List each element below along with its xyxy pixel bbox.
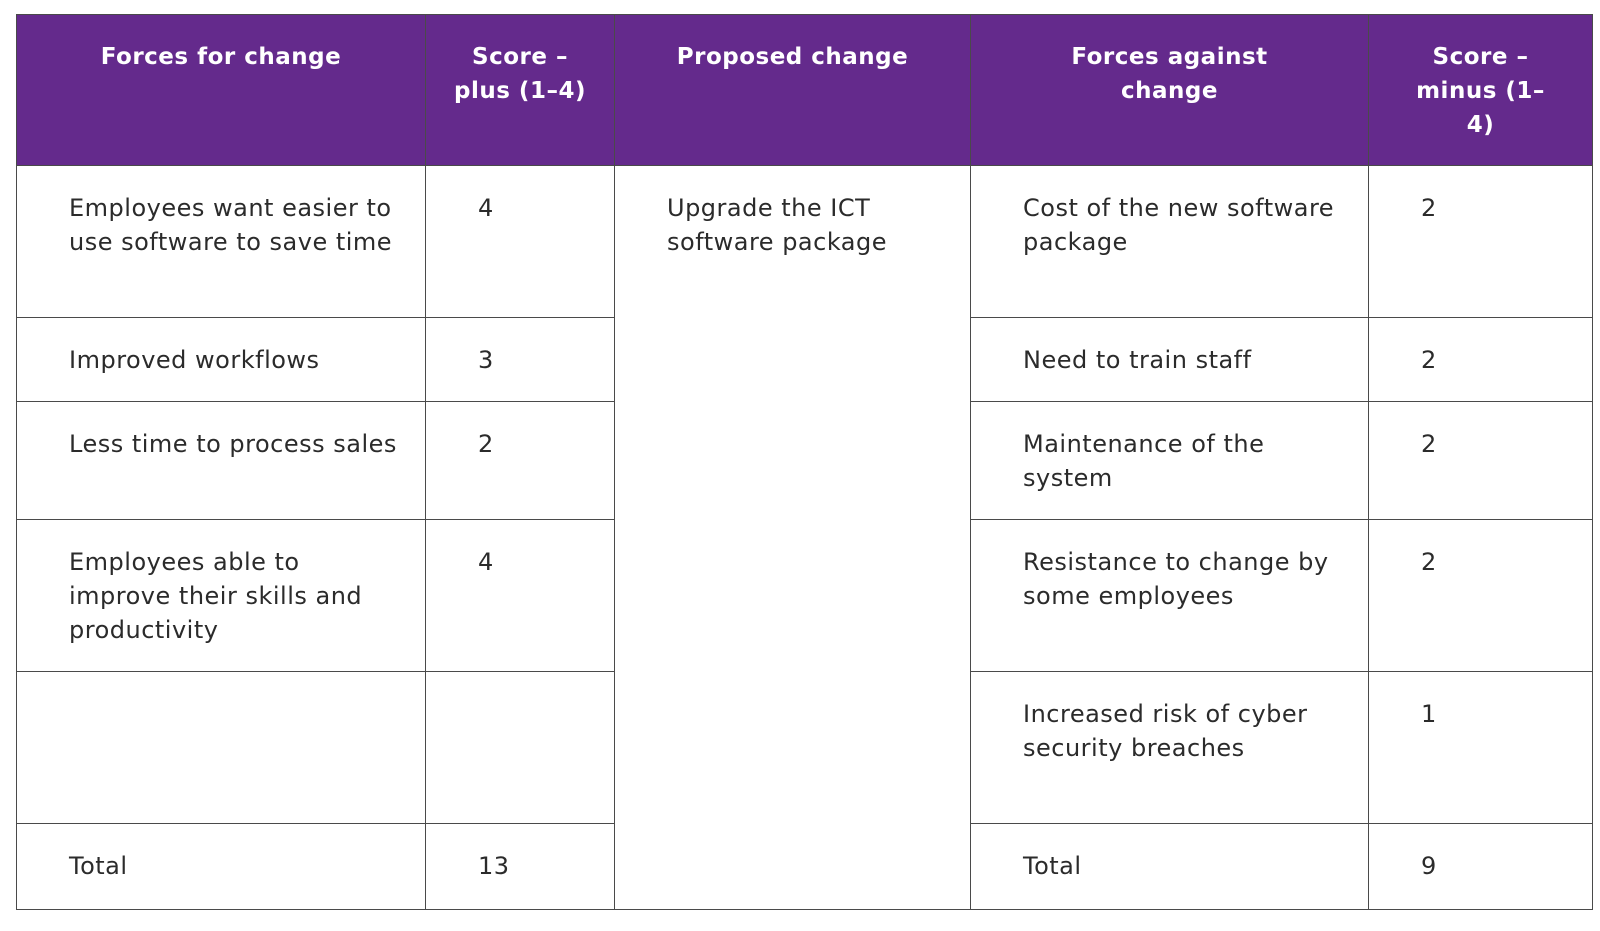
force-for-cell: Employees able to improve their skills a… (16, 519, 426, 672)
header-proposed-change: Proposed change (614, 14, 971, 166)
force-against-cell: Resistance to change by some employees (970, 519, 1369, 672)
force-against-cell: Need to train staff (970, 317, 1369, 402)
score-plus-cell: 2 (425, 401, 615, 520)
force-for-cell: Improved workflows (16, 317, 426, 402)
score-minus-cell: 2 (1368, 317, 1593, 402)
header-score-minus: Score – minus (1–4) (1368, 14, 1593, 166)
force-for-cell: Less time to process sales (16, 401, 426, 520)
total-minus-value: 9 (1368, 823, 1593, 910)
total-for-label: Total (16, 823, 426, 910)
force-against-cell: Cost of the new software package (970, 165, 1369, 318)
header-score-plus: Score – plus (1–4) (425, 14, 615, 166)
score-plus-cell: 3 (425, 317, 615, 402)
score-minus-cell: 2 (1368, 519, 1593, 672)
score-plus-cell: 4 (425, 519, 615, 672)
total-against-label: Total (970, 823, 1369, 910)
force-against-cell: Increased risk of cyber security breache… (970, 671, 1369, 824)
total-row: Total 13 Total 9 (16, 823, 1593, 910)
score-minus-cell: 1 (1368, 671, 1593, 824)
total-plus-value: 13 (425, 823, 615, 910)
score-minus-cell: 2 (1368, 165, 1593, 318)
score-minus-cell: 2 (1368, 401, 1593, 520)
force-field-analysis-table: Forces for change Score – plus (1–4) Pro… (16, 14, 1593, 910)
header-row: Forces for change Score – plus (1–4) Pro… (16, 14, 1593, 166)
force-for-cell: Employees want easier to use software to… (16, 165, 426, 318)
score-plus-cell: 4 (425, 165, 615, 318)
table-row: Employees want easier to use software to… (16, 165, 1593, 910)
table-row: Increased risk of cyber security breache… (16, 671, 1593, 824)
header-forces-against-change: Forces against change (970, 14, 1369, 166)
header-forces-for-change: Forces for change (16, 14, 426, 166)
score-plus-cell (425, 671, 615, 824)
table-row: Improved workflows 3 Need to train staff… (16, 317, 1593, 402)
force-for-cell (16, 671, 426, 824)
proposed-change-cell: Upgrade the ICT software package (614, 165, 971, 910)
force-against-cell: Maintenance of the system (970, 401, 1369, 520)
table-row: Less time to process sales 2 Maintenance… (16, 401, 1593, 520)
table-row: Employees able to improve their skills a… (16, 519, 1593, 672)
